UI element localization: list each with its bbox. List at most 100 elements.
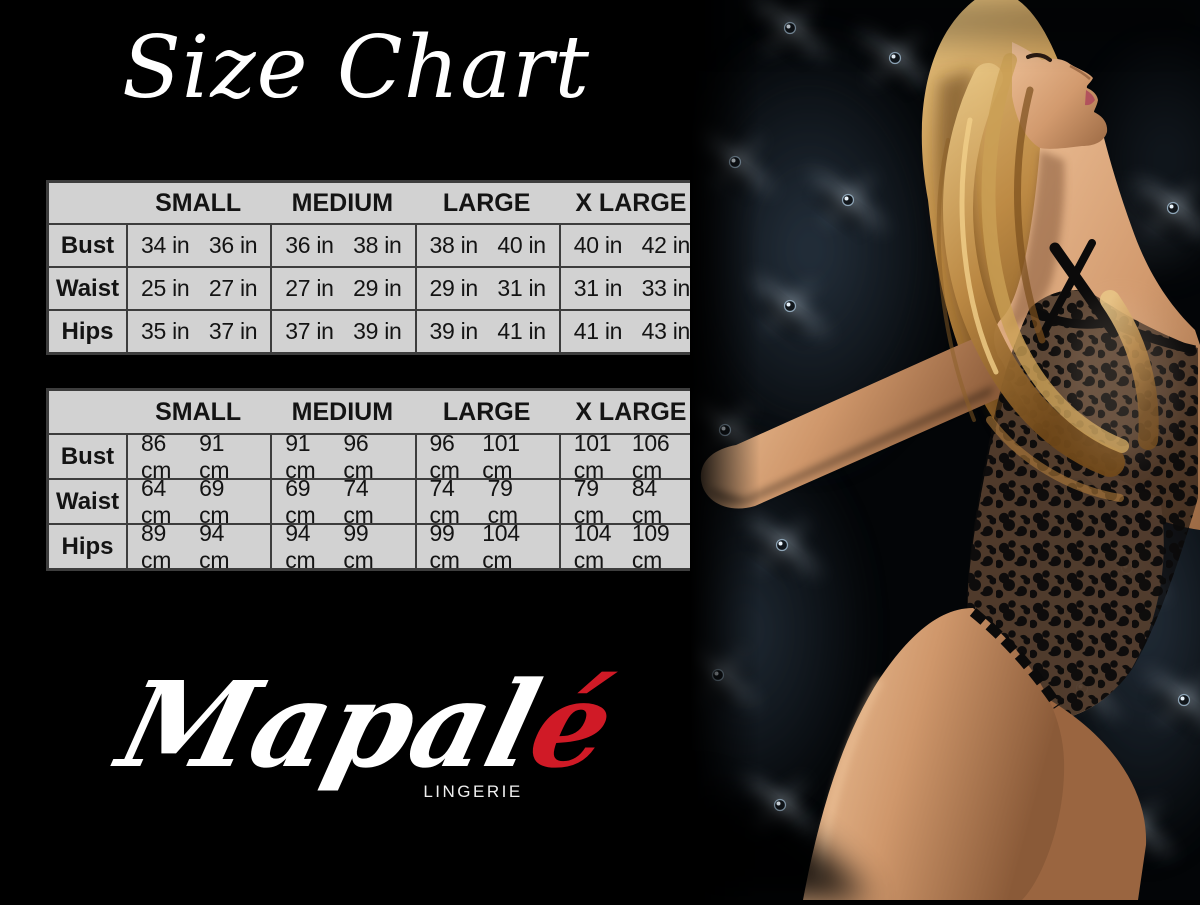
measurement-value: 79 cm	[487, 480, 518, 523]
measurement-value: 25 in	[141, 275, 190, 301]
table-row: Waist 64 cm 69 cm 69 cm 74 cm 74 cm 79 cm 79 cm…	[49, 478, 703, 523]
measurement-value: 106 cm	[631, 435, 670, 478]
measurement-value: 41 in	[497, 318, 546, 344]
measurement-cell: 104 cm 109 cm	[558, 525, 703, 568]
measurement-value: 39 in	[429, 318, 479, 344]
measurement-cell: 41 in 43 in	[558, 311, 703, 352]
column-header: LARGE	[442, 188, 531, 217]
closed-eye-lashes	[1026, 53, 1052, 62]
measurement-value: 29 in	[353, 275, 402, 301]
size-table-centimeters: SMALL MEDIUM LARGE X LARGE Bust 86 cm 91 cm 91 …	[46, 388, 706, 571]
measurement-value: 38 in	[353, 232, 402, 258]
measurement-value: 41 in	[573, 318, 623, 344]
table-row: Hips 89 cm 94 cm 94 cm 99 cm 99 cm 104 cm 104 c…	[49, 523, 703, 568]
measurement-cell: 96 cm 101 cm	[414, 435, 559, 478]
measurement-value: 104 cm	[482, 525, 520, 568]
measurement-value: 99 cm	[429, 525, 460, 568]
table-row: Waist 25 in 27 in 27 in 29 in 29 in 31 in 31 in…	[49, 266, 703, 309]
table-row: Hips 35 in 37 in 37 in 39 in 39 in 41 in 41 in 4…	[49, 309, 703, 352]
measurement-value: 99 cm	[343, 525, 374, 568]
row-label: Bust	[60, 442, 115, 470]
measurement-value: 38 in	[429, 232, 479, 258]
table-header-row: SMALL MEDIUM LARGE X LARGE	[49, 391, 703, 433]
measurement-cell: 25 in 27 in	[126, 268, 270, 309]
column-header: SMALL	[155, 188, 242, 217]
measurement-value: 89 cm	[141, 525, 172, 568]
measurement-cell: 101 cm 106 cm	[558, 435, 703, 478]
measurement-value: 69 cm	[199, 480, 230, 523]
strap	[1038, 239, 1096, 340]
brand-tagline: LINGERIE	[423, 782, 523, 801]
page-title: Size Chart	[121, 18, 591, 118]
measurement-cell: 79 cm 84 cm	[558, 480, 703, 523]
measurement-cell: 99 cm 104 cm	[414, 525, 559, 568]
row-label: Bust	[60, 231, 115, 259]
size-table-inches: SMALL MEDIUM LARGE X LARGE Bust 34 in 36 in 36 …	[46, 180, 706, 355]
measurement-value: 74 cm	[343, 480, 374, 523]
measurement-value: 79 cm	[573, 480, 604, 523]
measurement-value: 27 in	[208, 275, 258, 301]
measurement-value: 42 in	[641, 232, 691, 258]
table-header-row: SMALL MEDIUM LARGE X LARGE	[49, 183, 703, 223]
column-header: X LARGE	[575, 397, 687, 426]
brand-script-logo: Mapalé	[103, 657, 627, 795]
measurement-value: 101 cm	[573, 435, 612, 478]
column-header: SMALL	[155, 397, 242, 426]
row-label: Hips	[61, 317, 114, 345]
measurement-cell: 29 in 31 in	[414, 268, 559, 309]
measurement-value: 104 cm	[573, 525, 612, 568]
model-photo-illustration	[615, 0, 1200, 900]
measurement-cell: 34 in 36 in	[126, 225, 270, 266]
chest-highlight	[1065, 300, 1175, 460]
column-header: MEDIUM	[291, 188, 394, 217]
table-row: Bust 34 in 36 in 36 in 38 in 38 in 40 in 40 in 4…	[49, 223, 703, 266]
measurement-cell: 94 cm 99 cm	[270, 525, 414, 568]
measurement-value: 96 cm	[429, 435, 460, 478]
measurement-value: 74 cm	[429, 480, 460, 523]
measurement-value: 96 cm	[343, 435, 374, 478]
measurement-value: 39 in	[353, 318, 402, 344]
model-photo	[615, 0, 1200, 900]
measurement-cell: 39 in 41 in	[414, 311, 559, 352]
model-figure	[700, 0, 1200, 900]
measurement-cell: 37 in 39 in	[270, 311, 414, 352]
measurement-value: 33 in	[641, 275, 691, 301]
measurement-value: 40 in	[573, 232, 623, 258]
measurement-value: 84 cm	[631, 480, 662, 523]
measurement-value: 91 cm	[285, 435, 316, 478]
lips	[1085, 90, 1095, 106]
measurement-value: 43 in	[641, 318, 691, 344]
row-label: Waist	[55, 487, 120, 515]
measurement-value: 27 in	[285, 275, 334, 301]
measurement-value: 94 cm	[285, 525, 316, 568]
measurement-value: 36 in	[285, 232, 334, 258]
lace-leg-scallop	[969, 608, 1063, 709]
brand-name-main: Mapal	[103, 657, 552, 795]
measurement-cell: 89 cm 94 cm	[126, 525, 270, 568]
table-row: Bust 86 cm 91 cm 91 cm 96 cm 96 cm 101 cm 101 c…	[49, 433, 703, 478]
measurement-value: 37 in	[285, 318, 334, 344]
row-label: Waist	[55, 274, 120, 302]
row-label: Hips	[61, 532, 114, 560]
svg-text:Mapalé: Mapalé	[103, 657, 627, 795]
column-header: MEDIUM	[291, 397, 394, 426]
measurement-value: 101 cm	[482, 435, 520, 478]
measurement-value: 29 in	[429, 275, 479, 301]
brand-logo: Mapalé LINGERIE	[103, 648, 627, 833]
model-face	[1012, 42, 1108, 149]
measurement-cell: 64 cm 69 cm	[126, 480, 270, 523]
measurement-cell: 74 cm 79 cm	[414, 480, 559, 523]
measurement-cell: 35 in 37 in	[126, 311, 270, 352]
corner-cell	[49, 391, 126, 433]
measurement-value: 34 in	[141, 232, 190, 258]
measurement-cell: 38 in 40 in	[414, 225, 559, 266]
measurement-value: 109 cm	[631, 525, 670, 568]
photo-vignette	[690, 0, 1200, 900]
measurement-value: 36 in	[208, 232, 258, 258]
measurement-cell: 36 in 38 in	[270, 225, 414, 266]
model-arm	[700, 338, 1008, 509]
measurement-value: 86 cm	[141, 435, 172, 478]
measurement-cell: 31 in 33 in	[558, 268, 703, 309]
measurement-value: 31 in	[497, 275, 546, 301]
